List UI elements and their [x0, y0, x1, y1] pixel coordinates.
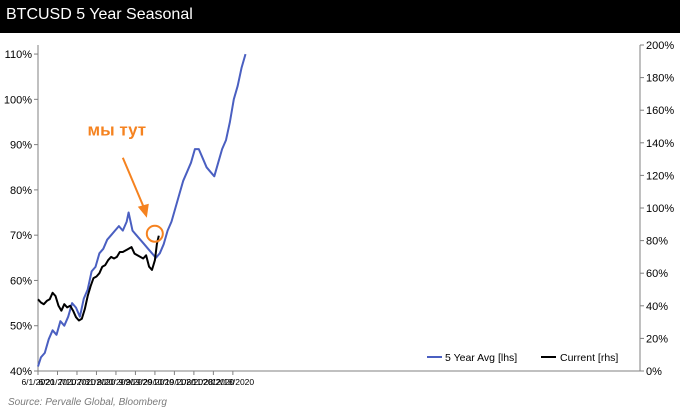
chart-title: BTCUSD 5 Year Seasonal — [6, 6, 193, 23]
annotation-label: мы тут — [88, 121, 147, 140]
y-right-tick-label: 80% — [646, 236, 668, 248]
y-left-tick-label: 100% — [4, 94, 32, 106]
x-tick-label: 10/19/2020 — [153, 377, 196, 387]
source-note: Source: Pervalle Global, Bloomberg — [8, 397, 167, 408]
x-tick-label: 11/8/2020 — [175, 377, 212, 387]
y-right-tick-label: 60% — [646, 268, 668, 280]
y-left-tick-label: 70% — [10, 230, 32, 242]
title-bar: BTCUSD 5 Year Seasonal — [0, 0, 680, 33]
annotation-circle — [145, 224, 164, 243]
series-5yr-avg-line — [37, 53, 247, 367]
annotation-arrow-shaft — [121, 157, 146, 211]
y-right-tick-label: 140% — [646, 138, 674, 150]
x-tick-label: 6/1/2020 — [21, 377, 54, 387]
series-current-line — [37, 235, 160, 322]
x-tick-label: 9/29/2020 — [136, 377, 174, 387]
legend-label-avg: 5 Year Avg [lhs] — [445, 352, 517, 364]
y-right-tick-label: 180% — [646, 73, 674, 85]
x-tick-label: 7/11/2020 — [58, 377, 95, 387]
y-right-tick-label: 0% — [646, 366, 662, 378]
y-right-tick-label: 100% — [646, 203, 674, 215]
y-right-tick-label: 20% — [646, 333, 668, 345]
y-left-tick-label: 80% — [10, 185, 32, 197]
y-left-tick-label: 60% — [10, 275, 32, 287]
y-right-tick-label: 40% — [646, 301, 668, 313]
y-right-tick-label: 160% — [646, 105, 674, 117]
legend-label-current: Current [rhs] — [560, 352, 618, 364]
x-tick-label: 9/9/2020 — [119, 377, 152, 387]
x-tick-label: 12/18/2020 — [212, 377, 255, 387]
x-tick-label: 8/20/2020 — [97, 377, 135, 387]
y-right-tick-label: 200% — [646, 40, 674, 52]
y-left-tick-label: 110% — [5, 49, 33, 61]
y-left-tick-label: 40% — [10, 366, 32, 378]
y-left-tick-label: 90% — [10, 140, 32, 152]
x-tick-label: 7/31/2020 — [78, 377, 116, 387]
y-left-tick-label: 50% — [10, 321, 32, 333]
y-right-tick-label: 120% — [646, 170, 674, 182]
x-tick-label: 6/21/2020 — [39, 377, 77, 387]
x-tick-label: 11/28/2020 — [192, 377, 234, 387]
annotation-arrow-head — [137, 203, 149, 218]
